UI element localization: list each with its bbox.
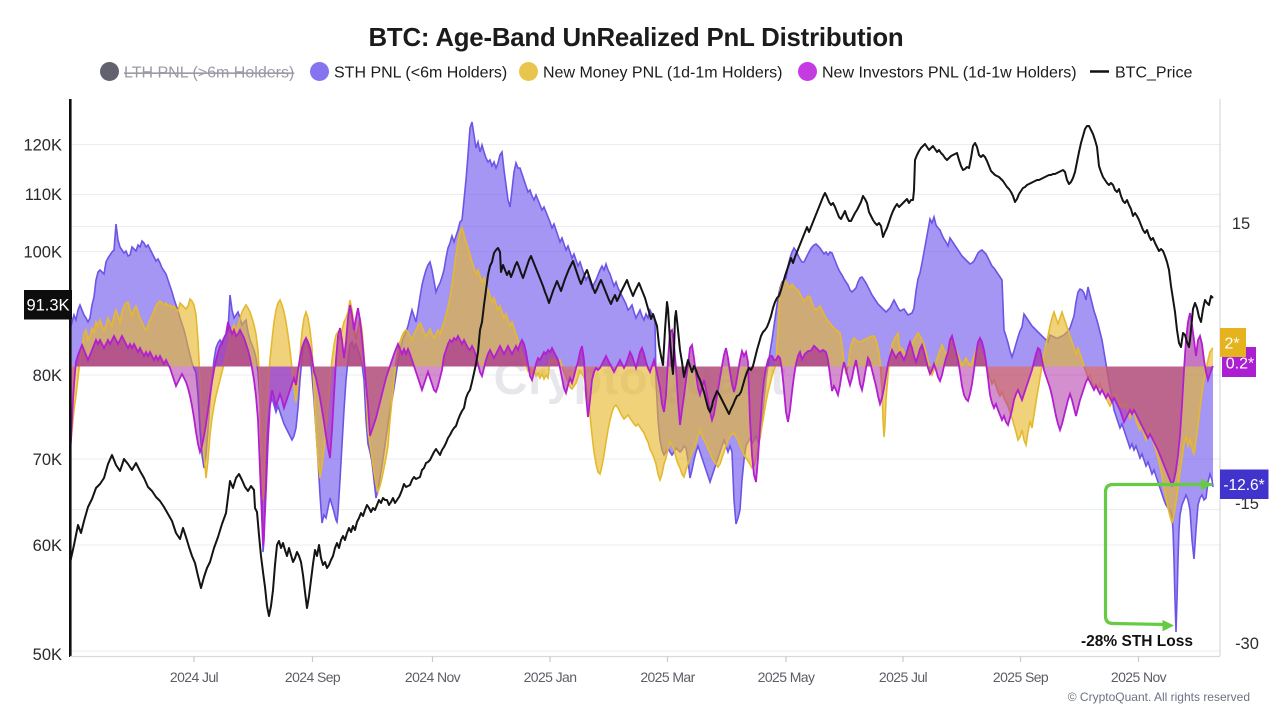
svg-text:-15: -15 — [1235, 495, 1259, 513]
svg-text:New Money PNL (1d-1m Holders): New Money PNL (1d-1m Holders) — [543, 65, 782, 82]
svg-text:2025 May: 2025 May — [758, 669, 815, 685]
svg-text:2025 Jul: 2025 Jul — [879, 669, 928, 685]
svg-text:2*: 2* — [1224, 336, 1239, 353]
svg-text:STH PNL (<6m Holders): STH PNL (<6m Holders) — [334, 65, 507, 82]
svg-text:2025 Mar: 2025 Mar — [640, 669, 695, 685]
svg-text:LTH PNL (>6m Holders): LTH PNL (>6m Holders) — [124, 65, 294, 82]
svg-text:New Investors PNL (1d-1w Holde: New Investors PNL (1d-1w Holders) — [822, 65, 1077, 82]
svg-text:-28% STH Loss: -28% STH Loss — [1081, 633, 1193, 650]
svg-text:2025 Nov: 2025 Nov — [1111, 669, 1167, 685]
svg-text:120K: 120K — [23, 137, 62, 155]
svg-text:70K: 70K — [33, 451, 62, 469]
svg-text:80K: 80K — [33, 367, 62, 385]
svg-text:2025 Jan: 2025 Jan — [524, 669, 577, 685]
svg-text:-30: -30 — [1235, 635, 1259, 653]
svg-text:-12.6*: -12.6* — [1223, 477, 1264, 494]
svg-text:BTC: Age-Band UnRealized PnL D: BTC: Age-Band UnRealized PnL Distributio… — [369, 24, 904, 52]
svg-text:2025 Sep: 2025 Sep — [993, 669, 1049, 685]
svg-text:© CryptoQuant. All rights rese: © CryptoQuant. All rights reserved — [1068, 690, 1250, 704]
svg-text:2024 Jul: 2024 Jul — [170, 669, 219, 685]
svg-text:2024 Sep: 2024 Sep — [285, 669, 341, 685]
svg-text:BTC_Price: BTC_Price — [1115, 65, 1192, 82]
svg-text:91.3K: 91.3K — [26, 297, 69, 315]
svg-text:110K: 110K — [25, 186, 62, 204]
svg-text:50K: 50K — [33, 646, 62, 664]
svg-text:60K: 60K — [33, 537, 62, 555]
svg-text:0.2*: 0.2* — [1226, 356, 1254, 373]
svg-text:2024 Nov: 2024 Nov — [405, 669, 461, 685]
svg-text:100K: 100K — [23, 244, 62, 262]
svg-text:15: 15 — [1232, 215, 1250, 233]
